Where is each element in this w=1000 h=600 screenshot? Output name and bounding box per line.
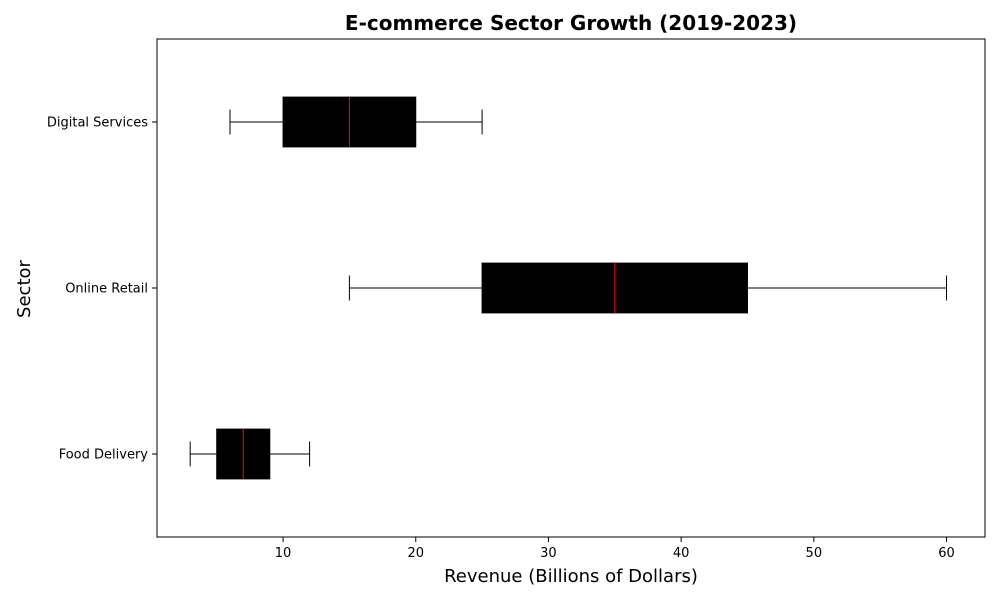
y-tick-label: Digital Services xyxy=(47,116,148,131)
chart-title: E-commerce Sector Growth (2019-2023) xyxy=(345,11,797,35)
x-tick-label: 30 xyxy=(540,546,557,561)
x-tick-label: 20 xyxy=(407,546,424,561)
x-tick-label: 60 xyxy=(938,546,955,561)
x-tick-label: 40 xyxy=(673,546,690,561)
y-axis-ticks: Food Delivery Online Retail Digital Servic… xyxy=(47,116,157,463)
y-axis-label: Sector xyxy=(14,259,35,317)
x-axis-ticks: 10 20 30 40 50 60 xyxy=(275,537,955,561)
x-tick-label: 50 xyxy=(806,546,823,561)
x-axis-label: Revenue (Billions of Dollars) xyxy=(444,566,698,587)
y-tick-label: Online Retail xyxy=(65,282,148,297)
chart-marks xyxy=(189,96,948,480)
x-tick-label: 10 xyxy=(275,546,292,561)
y-tick-label: Food Delivery xyxy=(59,448,149,463)
